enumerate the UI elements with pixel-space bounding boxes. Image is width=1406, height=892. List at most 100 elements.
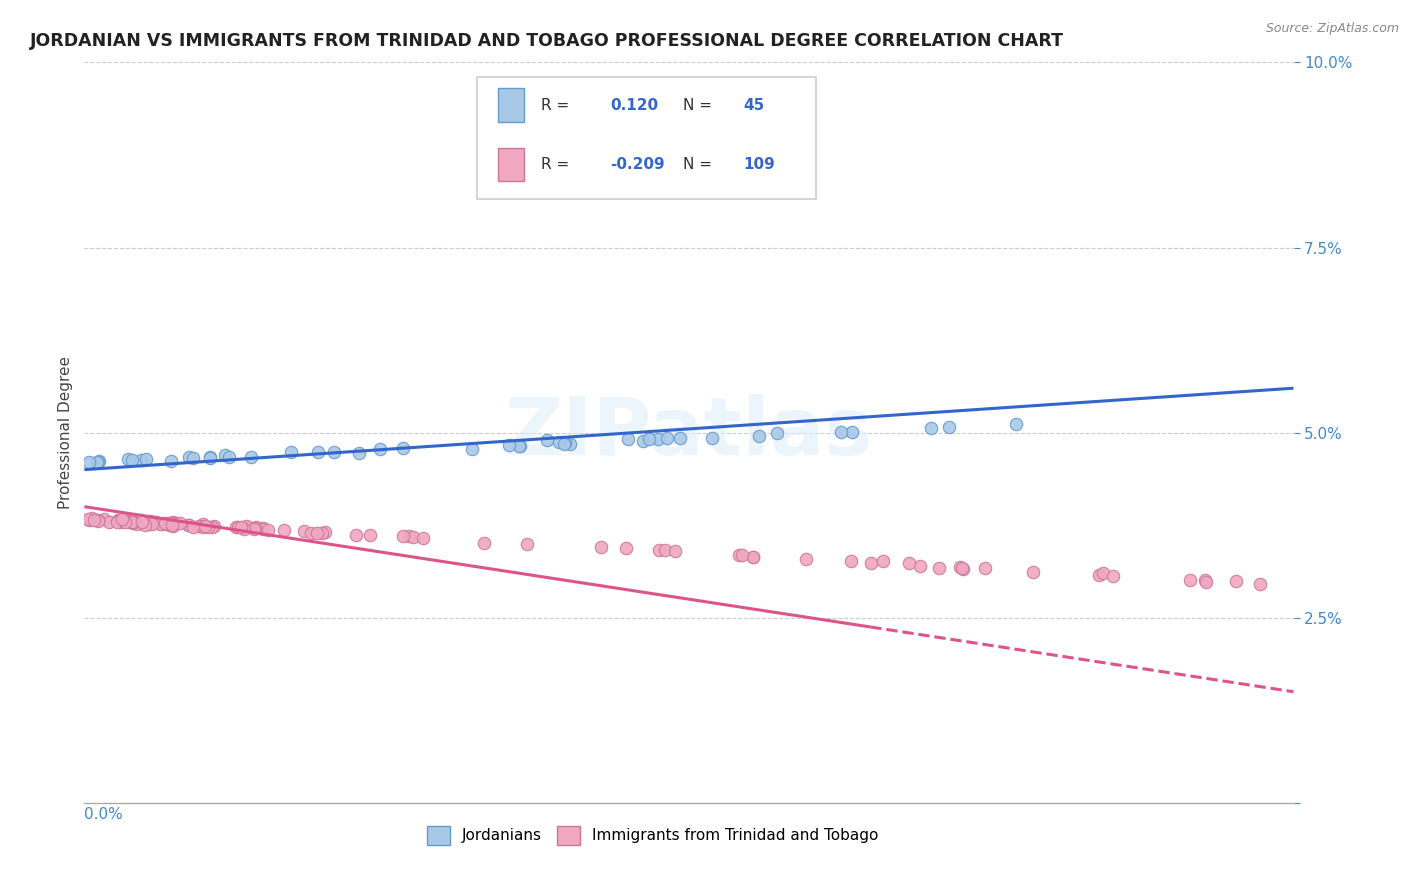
Point [280,444,302,458]
Point [952,562,974,576]
Point [938,419,960,434]
Point [157,516,180,530]
Point [105,515,128,529]
Point [344,527,367,541]
Point [950,561,973,575]
Point [305,525,328,540]
Point [614,541,637,556]
Point [633,434,655,448]
Point [1195,575,1218,590]
Point [765,426,787,441]
Point [77,455,100,469]
Point [141,516,163,531]
Point [323,445,346,459]
Point [973,561,995,575]
Text: R =: R = [541,157,569,172]
Point [536,433,558,447]
Point [162,518,184,533]
Point [110,514,132,528]
Point [839,554,862,568]
Point [157,518,180,533]
Point [654,543,676,558]
Point [129,452,152,467]
Point [218,450,240,464]
Point [928,561,950,575]
Point [1194,573,1216,587]
Point [150,516,173,531]
Point [392,442,415,456]
Point [107,513,129,527]
Point [554,435,576,450]
FancyBboxPatch shape [498,147,524,181]
Point [114,515,136,529]
Point [252,521,274,535]
Point [86,514,108,528]
Point [508,438,530,452]
Point [233,522,256,536]
Point [159,516,181,530]
Point [191,516,214,531]
Point [197,520,219,534]
Point [402,530,425,544]
Point [664,544,686,558]
Point [214,448,236,462]
Point [553,436,575,450]
Text: 109: 109 [744,157,775,172]
Point [243,522,266,536]
Point [124,516,146,530]
Point [187,518,209,533]
Point [897,557,920,571]
Point [311,525,333,540]
Point [741,549,763,564]
Point [245,520,267,534]
Point [80,511,103,525]
Point [93,512,115,526]
Point [872,554,894,568]
Point [87,513,110,527]
Point [548,435,571,450]
Point [314,524,336,539]
Point [155,516,177,531]
Point [142,516,165,530]
Point [648,543,671,558]
Point [392,529,415,543]
Point [145,515,167,529]
Point [226,520,249,534]
Point [257,523,280,537]
Point [135,452,157,467]
Point [87,455,110,469]
Point [138,514,160,528]
Point [920,421,942,435]
Point [669,431,692,445]
Point [160,453,183,467]
Point [398,528,420,542]
Point [121,515,143,529]
Point [110,515,132,529]
Point [647,432,669,446]
Point [177,518,200,533]
Text: 0.0%: 0.0% [84,807,124,822]
Point [509,440,531,454]
Point [638,432,661,446]
Point [1102,568,1125,582]
Point [201,520,224,534]
Text: -0.209: -0.209 [610,157,665,172]
Legend: Jordanians, Immigrants from Trinidad and Tobago: Jordanians, Immigrants from Trinidad and… [420,820,884,851]
Point [516,537,538,551]
Point [121,516,143,530]
Point [127,516,149,531]
Point [200,450,222,465]
Point [121,515,143,529]
Point [472,536,495,550]
Point [134,517,156,532]
Point [190,519,212,533]
Point [1178,573,1201,587]
Point [107,514,129,528]
Point [617,432,640,446]
Point [111,512,134,526]
Text: N =: N = [683,97,711,112]
Point [1022,565,1045,579]
Point [727,548,749,562]
Point [121,515,143,529]
Point [83,513,105,527]
